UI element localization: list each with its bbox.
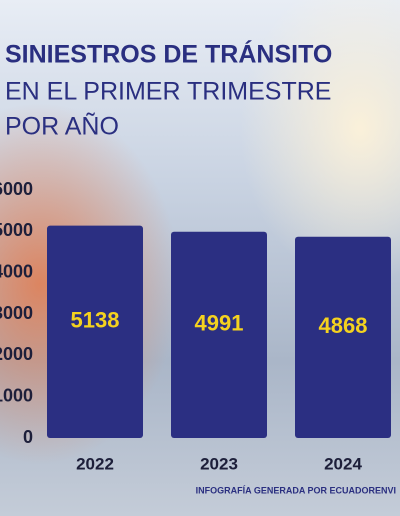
bar (295, 236, 391, 438)
y-tick-label: 2000 (0, 344, 33, 364)
value-label: 4868 (319, 313, 368, 338)
value-label: 4991 (195, 311, 244, 336)
x-tick-label: 2023 (200, 454, 238, 473)
y-tick-label: 1000 (0, 385, 33, 405)
x-tick-label: 2022 (76, 454, 114, 473)
footer: INFOGRAFÍA GENERADA POR ECUADORENVI (196, 485, 396, 495)
bar (171, 231, 267, 438)
bar (47, 225, 143, 438)
title-line: POR AÑO (5, 112, 119, 141)
y-tick-label: 3000 (0, 303, 33, 323)
title-line: SINIESTROS DE TRÁNSITO (5, 40, 332, 69)
y-tick-label: 5000 (0, 220, 33, 240)
title-line: EN EL PRIMER TRIMESTRE (5, 78, 331, 106)
x-tick-label: 2024 (324, 454, 362, 473)
y-tick-label: 0 (23, 427, 33, 447)
y-tick-label: 6000 (0, 179, 33, 199)
value-label: 5138 (71, 308, 120, 333)
y-tick-label: 4000 (0, 261, 33, 281)
